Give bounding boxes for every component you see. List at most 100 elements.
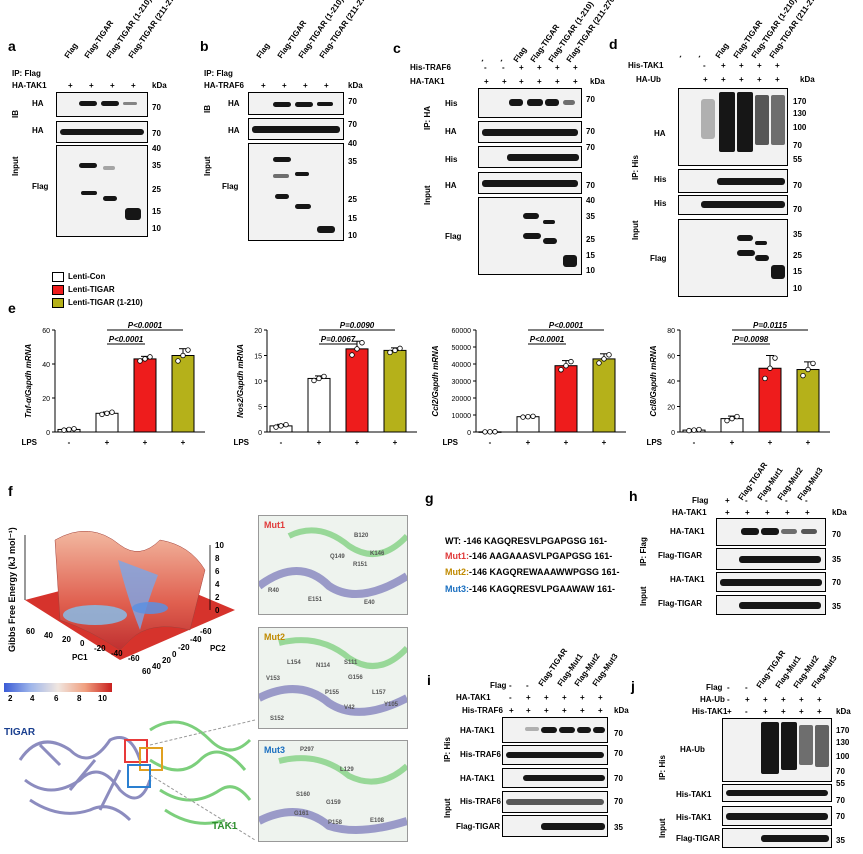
legend-con: Lenti-Con xyxy=(52,272,105,282)
j-marker-6: 70 xyxy=(836,812,845,821)
tigar-protein xyxy=(18,736,152,822)
c-marker-5: 35 xyxy=(586,212,595,221)
chart2-lps-label: LPS xyxy=(442,438,458,447)
mut1-box xyxy=(124,739,148,763)
a-marker-1: 70 xyxy=(152,129,161,138)
d-marker-4: 55 xyxy=(793,155,802,164)
chart2-ytick-label-4: 40000 xyxy=(452,362,472,369)
i-blot-3 xyxy=(502,791,608,813)
h-row-label-1: HA-TAK1 xyxy=(672,508,707,517)
mut2-panel xyxy=(257,627,410,729)
i-blot-label-0: HA-TAK1 xyxy=(460,726,495,735)
j-marker-5: 70 xyxy=(836,796,845,805)
seq-wt: WT: -146 KAGQRESVLPGAPGSG 161- xyxy=(445,536,608,546)
chart2-ytick-label-0: 0 xyxy=(467,430,471,437)
a-marker-5: 15 xyxy=(152,207,161,216)
i-ip-label: IP: His xyxy=(443,737,452,762)
chart3-point-3-0 xyxy=(800,372,806,379)
b-marker-0: 70 xyxy=(348,97,357,106)
b-ip-label: IP: Flag xyxy=(204,69,233,78)
j-ip-label: IP: His xyxy=(658,755,667,780)
c-blot-label-3: HA xyxy=(445,181,457,190)
chart1-lps-3: + xyxy=(393,438,398,447)
chart1-point-0-2 xyxy=(283,421,289,428)
i-r3-0: + xyxy=(509,706,514,715)
a-marker-4: 25 xyxy=(152,185,161,194)
chart1-lps-2: + xyxy=(355,438,360,447)
mut1-r2: K146 xyxy=(370,551,385,557)
h-r1-4: - xyxy=(805,496,808,505)
i-marker-2: 70 xyxy=(614,774,623,783)
b-marker-1: 70 xyxy=(348,120,357,129)
chart3-point-3-1 xyxy=(805,366,811,373)
c-kda: kDa xyxy=(590,77,605,86)
mut2-r6: L157 xyxy=(372,690,386,696)
chart2-ytick-label-6: 60000 xyxy=(452,328,472,335)
chart1-ytick-label-3: 15 xyxy=(254,354,262,361)
j-marker-3: 70 xyxy=(836,767,845,776)
i-r3-1: + xyxy=(526,706,531,715)
chart0-pvalue-1: P<0.0001 xyxy=(128,321,163,330)
b-col-0: Flag xyxy=(254,41,272,60)
i-marker-3: 70 xyxy=(614,797,623,806)
j-r2-2: + xyxy=(763,695,768,704)
j-blot-3 xyxy=(722,828,832,848)
a-marker-2: 40 xyxy=(152,144,161,153)
chart3-point-2-2 xyxy=(772,355,778,361)
c-r1-2: + xyxy=(519,63,524,72)
d-marker-0: 170 xyxy=(793,97,807,106)
i-blot-label-4: Flag-TIGAR xyxy=(456,822,500,831)
d-row-label-0: His-TAK1 xyxy=(628,61,664,70)
chart3-point-0-0 xyxy=(686,427,692,434)
mut2-r9: Y105 xyxy=(384,702,399,708)
chart1-ytick-label-0: 0 xyxy=(258,430,262,437)
b-blot-label-1: HA xyxy=(228,126,240,135)
i-row-label-1: HA-TAK1 xyxy=(456,693,491,702)
b-sign-0: + xyxy=(261,81,266,90)
a-blot-label-2: Flag xyxy=(32,182,49,191)
f-zt-0: 10 xyxy=(215,541,224,550)
j-r1-1: - xyxy=(745,683,748,692)
f-pc2-t0: -60 xyxy=(200,627,212,636)
chart2-pvalue-1: P<0.0001 xyxy=(549,321,584,330)
chart2-lps-2: + xyxy=(564,438,569,447)
chart2-point-3-2 xyxy=(606,352,612,358)
c-marker-8: 10 xyxy=(586,266,595,275)
mut3-r2: S160 xyxy=(296,792,311,798)
i-r1-1: - xyxy=(526,681,529,690)
c-ip-label: IP: HA xyxy=(423,106,432,130)
mut3-r3: G159 xyxy=(326,800,341,806)
c-marker-4: 40 xyxy=(586,196,595,205)
chart0-ytick-label-1: 20 xyxy=(42,396,50,403)
b-marker-5: 15 xyxy=(348,214,357,223)
c-marker-2: 70 xyxy=(586,143,595,152)
mut3-panel xyxy=(257,740,409,842)
f-pc1-t1: 40 xyxy=(44,631,53,640)
d-r1-2: + xyxy=(739,61,744,70)
chart0-ylabel: Tnf-α/Gapdh mRNA xyxy=(24,344,33,419)
bar-charts: 0 20 40 60 Tnf-α/Gapdh mRNA - + + + LPS P<0.0001 P<… xyxy=(21,321,830,447)
landscape-well xyxy=(118,560,158,630)
chart0-pvalue-0: P<0.0001 xyxy=(109,335,144,344)
f-pc2-t1: -40 xyxy=(190,635,202,644)
h-marker-3: 35 xyxy=(832,602,841,611)
seq-mut1: Mut1:-146 AAGAAASVLPGAPGSG 161- xyxy=(445,551,613,561)
j-row-label-0: Flag xyxy=(706,683,723,692)
chart2-point-1-2 xyxy=(530,413,536,419)
chart2-ytick-label-5: 50000 xyxy=(452,345,472,352)
chart1-lps-label: LPS xyxy=(233,438,249,447)
i-row-label-2: His-TRAF6 xyxy=(462,706,503,715)
h-marker-2: 70 xyxy=(832,578,841,587)
chart2-point-2-1 xyxy=(563,362,569,369)
c-r2-1: + xyxy=(502,77,507,86)
d-blot-ip-ha xyxy=(678,88,788,166)
d-r2-3: + xyxy=(757,75,762,84)
chart3-point-0-2 xyxy=(696,426,702,433)
chart3-ytick-label-2: 40 xyxy=(667,379,675,386)
panel-letter-a: a xyxy=(8,38,16,54)
b-marker-2: 40 xyxy=(348,139,357,148)
h-r2-2: + xyxy=(765,508,770,517)
c-blot-ip-his xyxy=(478,88,582,118)
chart0-point-1-2 xyxy=(109,409,115,415)
a-marker-3: 35 xyxy=(152,161,161,170)
